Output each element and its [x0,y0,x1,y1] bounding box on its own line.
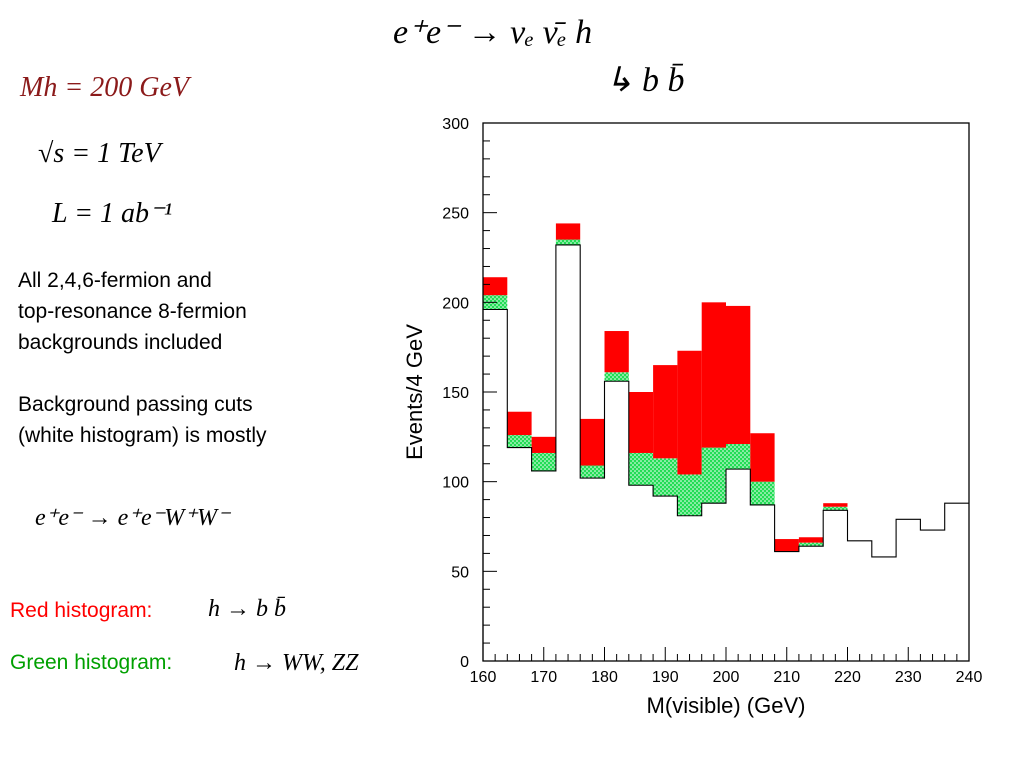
note-line-1: All 2,4,6-fermion and [18,269,212,292]
red-bar-6 [628,392,654,453]
y-tick-label: 0 [460,654,469,671]
x-tick-label: 230 [895,669,922,686]
red-bar-0 [483,277,508,296]
background-histogram-line [482,244,969,661]
y-tick-label: 200 [442,295,469,312]
x-tick-label: 180 [591,669,618,686]
y-tick-label: 250 [442,206,469,223]
note-line-4: Background passing cuts [18,393,253,416]
red-bar-4 [580,418,605,466]
y-tick-label: 300 [442,116,469,133]
green-bar-11 [750,481,775,505]
red-bar-1 [507,411,532,436]
x-tick-label: 190 [652,669,679,686]
x-tick-label: 200 [713,669,740,686]
red-bar-13 [798,537,824,543]
histogram-bars [483,223,848,552]
green-bar-10 [726,444,751,470]
green-bar-4 [580,465,605,479]
x-axis-label: M(visible) (GeV) [647,693,806,718]
x-tick-label: 210 [773,669,800,686]
green-bar-14 [823,506,848,511]
legend-green-process: h → WW, ZZ [234,650,359,676]
x-tick-label: 220 [834,669,861,686]
red-bar-7 [653,365,678,459]
legend-red-process: h → b b̄ [208,596,286,622]
red-bar-2 [531,436,556,453]
note-line-3: backgrounds included [18,331,223,354]
title-reaction: e⁺e⁻ → νₑ ν̄ₑ h [393,14,593,51]
green-bar-2 [531,452,556,471]
y-axis-label: Events/4 GeV [402,324,427,460]
y-tick-label: 50 [451,564,469,581]
red-bar-12 [774,539,799,552]
histogram-outline [482,244,969,661]
green-bar-1 [507,435,532,448]
legend-red-label: Red histogram: [10,599,153,622]
red-bar-5 [604,331,629,373]
x-tick-label: 240 [956,669,983,686]
green-bar-13 [798,542,824,547]
y-tick-label: 150 [442,385,469,402]
green-bar-5 [604,372,629,382]
green-bar-3 [555,239,581,245]
y-tick-label: 100 [442,475,469,492]
legend-green-label: Green histogram: [10,651,173,674]
axis-ticks: 160 170 180 190 200 210 220 230 240 0 50 100 150 200 2… [442,116,982,686]
red-bar-8 [677,350,702,475]
higgs-mass-label: Mh = 200 GeV [20,72,189,103]
luminosity-label: L = 1 ab⁻¹ [52,198,173,229]
green-bar-7 [653,458,678,497]
red-bar-14 [823,503,848,507]
green-bar-9 [701,447,726,504]
note-line-5: (white histogram) is mostly [18,424,267,447]
x-tick-label: 160 [470,669,497,686]
red-bar-9 [701,302,726,448]
red-bar-3 [555,223,581,240]
cm-energy-label: √s = 1 TeV [38,138,161,169]
title-decay: ↳ b b̄ [605,62,685,99]
green-bar-6 [628,452,654,486]
x-tick-label: 170 [530,669,557,686]
green-bar-8 [677,474,702,516]
red-bar-10 [726,305,751,445]
background-process: e⁺e⁻ → e⁺e⁻W⁺W⁻ [35,505,230,531]
note-line-2: top-resonance 8-fermion [18,300,247,323]
red-bar-11 [750,433,775,482]
